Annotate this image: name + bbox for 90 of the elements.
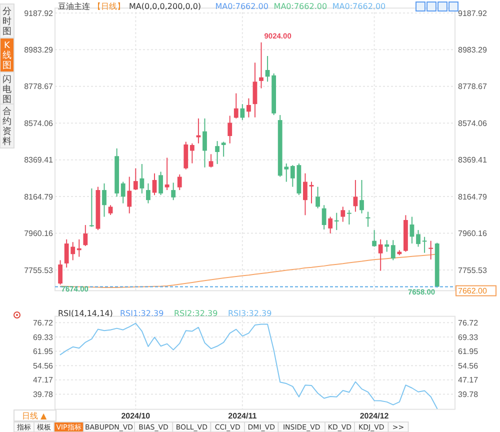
- candlestick: [309, 181, 314, 204]
- y-tick-label: 7755.53: [24, 266, 54, 275]
- candlestick: [202, 118, 207, 168]
- chart-title: RSI(14,14,14): [58, 308, 113, 318]
- candlestick: [177, 174, 182, 191]
- y-tick-label: 7960.16: [24, 229, 54, 238]
- y-tick-label: 8574.06: [24, 118, 54, 128]
- annotation: MA0:7662.00: [215, 2, 268, 11]
- annotation: RSI1:32.39: [120, 308, 164, 318]
- candlestick: [196, 118, 201, 144]
- y-tick-label: 9187.92: [24, 8, 54, 18]
- candlestick: [328, 216, 333, 234]
- candlestick: [353, 179, 358, 212]
- y2-tick-label: 47.17: [458, 376, 479, 385]
- annotation: MA0:7662.00: [274, 2, 328, 11]
- y2-tick-label: 7960.16: [458, 229, 488, 238]
- line-series: [60, 322, 438, 410]
- text: 合约资料: [2, 106, 12, 148]
- candlestick: [171, 182, 176, 201]
- chart-title: 豆油主连: [58, 2, 90, 11]
- candlestick: [208, 154, 214, 168]
- text: 日线 ▲: [22, 411, 48, 420]
- candlestick: [184, 141, 188, 170]
- candlestick: [322, 204, 326, 230]
- candlestick: [146, 182, 150, 204]
- candlestick: [190, 142, 194, 164]
- candlestick: [378, 238, 383, 272]
- candlestick: [133, 168, 138, 191]
- y-tick-label: 47.17: [32, 376, 54, 385]
- y-tick-label: 54.56: [32, 361, 54, 370]
- candlestick: [127, 176, 132, 214]
- y2-tick-label: 8983.29: [458, 45, 488, 54]
- candlestick: [83, 224, 88, 247]
- candlestick: [58, 260, 62, 286]
- y2-tick-label: 8369.41: [458, 156, 488, 165]
- candlestick: [215, 140, 220, 165]
- y2-tick-label: 76.72: [458, 318, 479, 328]
- y-tick-label: 39.78: [32, 390, 54, 400]
- y2-tick-label: 54.56: [458, 361, 479, 370]
- y2-tick-label: 69.33: [458, 332, 479, 342]
- annotation: MA0:7662.00: [332, 2, 386, 11]
- y2-tick-label: 8778.67: [458, 82, 488, 92]
- y2-tick-label: 7755.53: [458, 266, 488, 275]
- y-tick-label: 61.95: [32, 347, 54, 356]
- candlestick: [102, 182, 106, 218]
- candlestick: [303, 172, 308, 216]
- candlestick: [164, 157, 170, 191]
- candlestick: [234, 92, 238, 119]
- candlestick: [340, 206, 346, 222]
- text: 分时图: [2, 6, 12, 38]
- ref-line-label: 7662.00: [458, 286, 488, 296]
- candlestick: [240, 104, 245, 121]
- x-tick-label: 2024/10: [121, 411, 151, 420]
- annotation: MA(0,0,0,200,0,0): [129, 2, 202, 11]
- annotation: RSI3:32.39: [228, 308, 272, 318]
- x-tick-label: 2024/12: [360, 411, 390, 420]
- candlestick: [372, 230, 376, 248]
- candlestick: [346, 210, 352, 225]
- candlestick: [416, 230, 420, 248]
- text: 闪电图: [2, 74, 12, 106]
- candlestick: [334, 212, 339, 231]
- candlestick: [259, 42, 264, 89]
- candlestick: [390, 240, 396, 261]
- candlestick: [360, 179, 364, 214]
- candlestick: [246, 98, 251, 118]
- y-tick-label: 69.33: [32, 332, 54, 342]
- y2-tick-label: 9187.92: [458, 8, 488, 18]
- y-tick-label: 76.72: [32, 318, 54, 328]
- candlestick: [120, 181, 126, 204]
- candlestick: [108, 204, 113, 216]
- y-tick-label: 8164.79: [24, 192, 54, 202]
- candlestick: [140, 164, 144, 194]
- candlestick: [221, 141, 226, 158]
- y2-tick-label: 61.95: [458, 347, 479, 356]
- y-tick-label: 8778.67: [24, 82, 54, 92]
- y-tick-label: 8369.41: [24, 156, 54, 165]
- y2-tick-label: 39.78: [458, 390, 479, 400]
- candlestick: [158, 171, 163, 196]
- candlestick: [316, 186, 320, 209]
- candlestick: [90, 188, 94, 228]
- y2-tick-label: 8574.06: [458, 118, 488, 128]
- x-tick-label: 2024/11: [228, 411, 258, 420]
- candlestick: [228, 115, 232, 144]
- candlestick: [252, 62, 258, 118]
- y-tick-label: 8983.29: [24, 45, 54, 54]
- annotation: 【日线】: [93, 2, 125, 11]
- y2-tick-label: 8164.79: [458, 192, 488, 202]
- candlestick: [428, 240, 434, 260]
- annotation: RSI2:32.39: [174, 308, 218, 318]
- text: K线图: [2, 41, 12, 72]
